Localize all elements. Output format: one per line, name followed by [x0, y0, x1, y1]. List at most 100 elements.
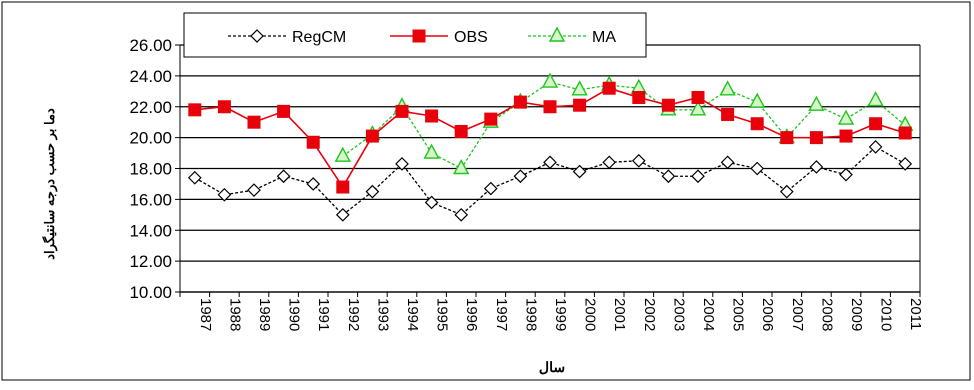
data-point-obs: [632, 90, 646, 104]
x-tick-label: 2001: [611, 298, 628, 331]
x-tick-label: 1988: [226, 298, 243, 331]
data-point-obs: [217, 100, 231, 114]
legend-entry-obs: OBS: [390, 29, 488, 46]
chart-border: [1, 1, 971, 381]
data-point-ma: [571, 80, 588, 96]
y-tick-label: 20.00: [129, 129, 172, 148]
data-point-regcm: [335, 207, 350, 222]
data-point-obs: [484, 112, 498, 126]
data-point-regcm: [898, 157, 913, 171]
data-point-obs: [869, 117, 883, 131]
data-point-obs: [247, 115, 261, 129]
data-point-obs: [839, 129, 853, 143]
data-point-obs: [602, 81, 616, 95]
y-tick-label: 22.00: [129, 98, 172, 117]
data-point-ma: [453, 159, 470, 175]
legend-marker-ma: [548, 26, 566, 42]
x-tick-label: 1987: [197, 298, 214, 331]
series-obs: [188, 81, 912, 194]
legend-label-ma: MA: [592, 29, 616, 46]
data-point-obs: [365, 129, 379, 143]
data-point-obs: [661, 98, 675, 112]
data-point-regcm: [247, 183, 261, 197]
data-point-ma: [837, 109, 855, 125]
data-point-regcm: [543, 155, 557, 170]
x-tick-label: 2008: [818, 298, 835, 331]
x-tick-label: 2005: [730, 298, 747, 331]
data-point-obs: [425, 109, 439, 123]
legend-label-regcm: RegCM: [292, 29, 346, 46]
data-point-regcm: [750, 161, 765, 176]
data-point-obs: [573, 98, 587, 112]
data-point-regcm: [868, 140, 883, 154]
data-point-regcm: [187, 170, 202, 185]
x-tick-label: 2010: [878, 298, 895, 331]
data-point-regcm: [454, 207, 469, 222]
data-point-regcm: [217, 187, 232, 202]
data-point-regcm: [276, 169, 291, 184]
x-tick-label: 2009: [848, 298, 865, 331]
y-tick-label: 12.00: [129, 252, 172, 271]
data-point-regcm: [483, 181, 498, 196]
data-point-obs: [513, 95, 527, 109]
y-axis-label: دما بر حسب درجه سانتیگراد: [41, 108, 58, 260]
legend-marker-regcm: [250, 29, 264, 43]
data-point-regcm: [720, 155, 735, 170]
legend-entry-regcm: RegCM: [228, 29, 346, 46]
data-point-obs: [898, 126, 912, 140]
data-point-obs: [306, 135, 320, 149]
data-point-ma: [719, 80, 736, 96]
x-tick-label: 2007: [789, 298, 806, 331]
data-point-ma: [689, 100, 707, 116]
y-tick-label: 14.00: [129, 221, 172, 240]
x-tick-label: 1997: [493, 298, 510, 331]
y-tick-label: 24.00: [129, 67, 172, 86]
x-tick-label: 1998: [522, 298, 539, 331]
x-tick-label: 1993: [374, 298, 391, 331]
x-axis-label: سال: [539, 359, 565, 375]
series-layer: [187, 72, 914, 222]
x-tick-label: 1991: [315, 298, 332, 331]
data-point-obs: [750, 117, 764, 131]
data-point-obs: [277, 104, 291, 118]
data-point-regcm: [513, 169, 528, 184]
data-point-obs: [721, 107, 735, 121]
data-point-regcm: [395, 157, 409, 171]
data-point-regcm: [661, 169, 676, 184]
data-point-obs: [809, 131, 823, 145]
y-tick-label: 18.00: [129, 160, 172, 179]
data-point-ma: [749, 92, 766, 108]
x-tick-label: 2011: [907, 298, 924, 330]
x-tick-label: 1994: [404, 298, 421, 331]
legend-marker-obs: [412, 29, 426, 43]
data-point-ma: [808, 95, 825, 111]
x-tick-label: 1990: [286, 298, 303, 331]
data-point-regcm: [602, 155, 617, 170]
data-point-obs: [188, 103, 202, 117]
data-point-regcm: [424, 195, 439, 210]
data-point-regcm: [365, 184, 380, 199]
data-point-ma: [867, 91, 884, 107]
y-tick-label: 10.00: [129, 283, 172, 302]
x-tick-label: 2006: [759, 298, 776, 331]
x-tick-label: 2002: [641, 298, 658, 331]
x-tick-label: 1999: [552, 298, 569, 331]
data-point-ma: [541, 72, 559, 88]
x-tick-label: 1992: [345, 298, 362, 331]
data-point-obs: [454, 124, 468, 138]
legend-label-obs: OBS: [454, 29, 488, 46]
data-point-regcm: [809, 160, 824, 174]
data-point-ma: [334, 146, 351, 162]
data-point-obs: [691, 90, 705, 104]
y-tick-label: 16.00: [129, 190, 172, 209]
x-tick-label: 2003: [670, 298, 687, 331]
x-tick-label: 1996: [463, 298, 480, 331]
data-point-regcm: [572, 164, 587, 179]
data-point-regcm: [306, 177, 321, 191]
data-point-obs: [395, 104, 409, 118]
series-regcm: [187, 140, 913, 222]
data-point-ma: [423, 143, 440, 159]
legend: RegCM OBS MA: [183, 12, 647, 58]
